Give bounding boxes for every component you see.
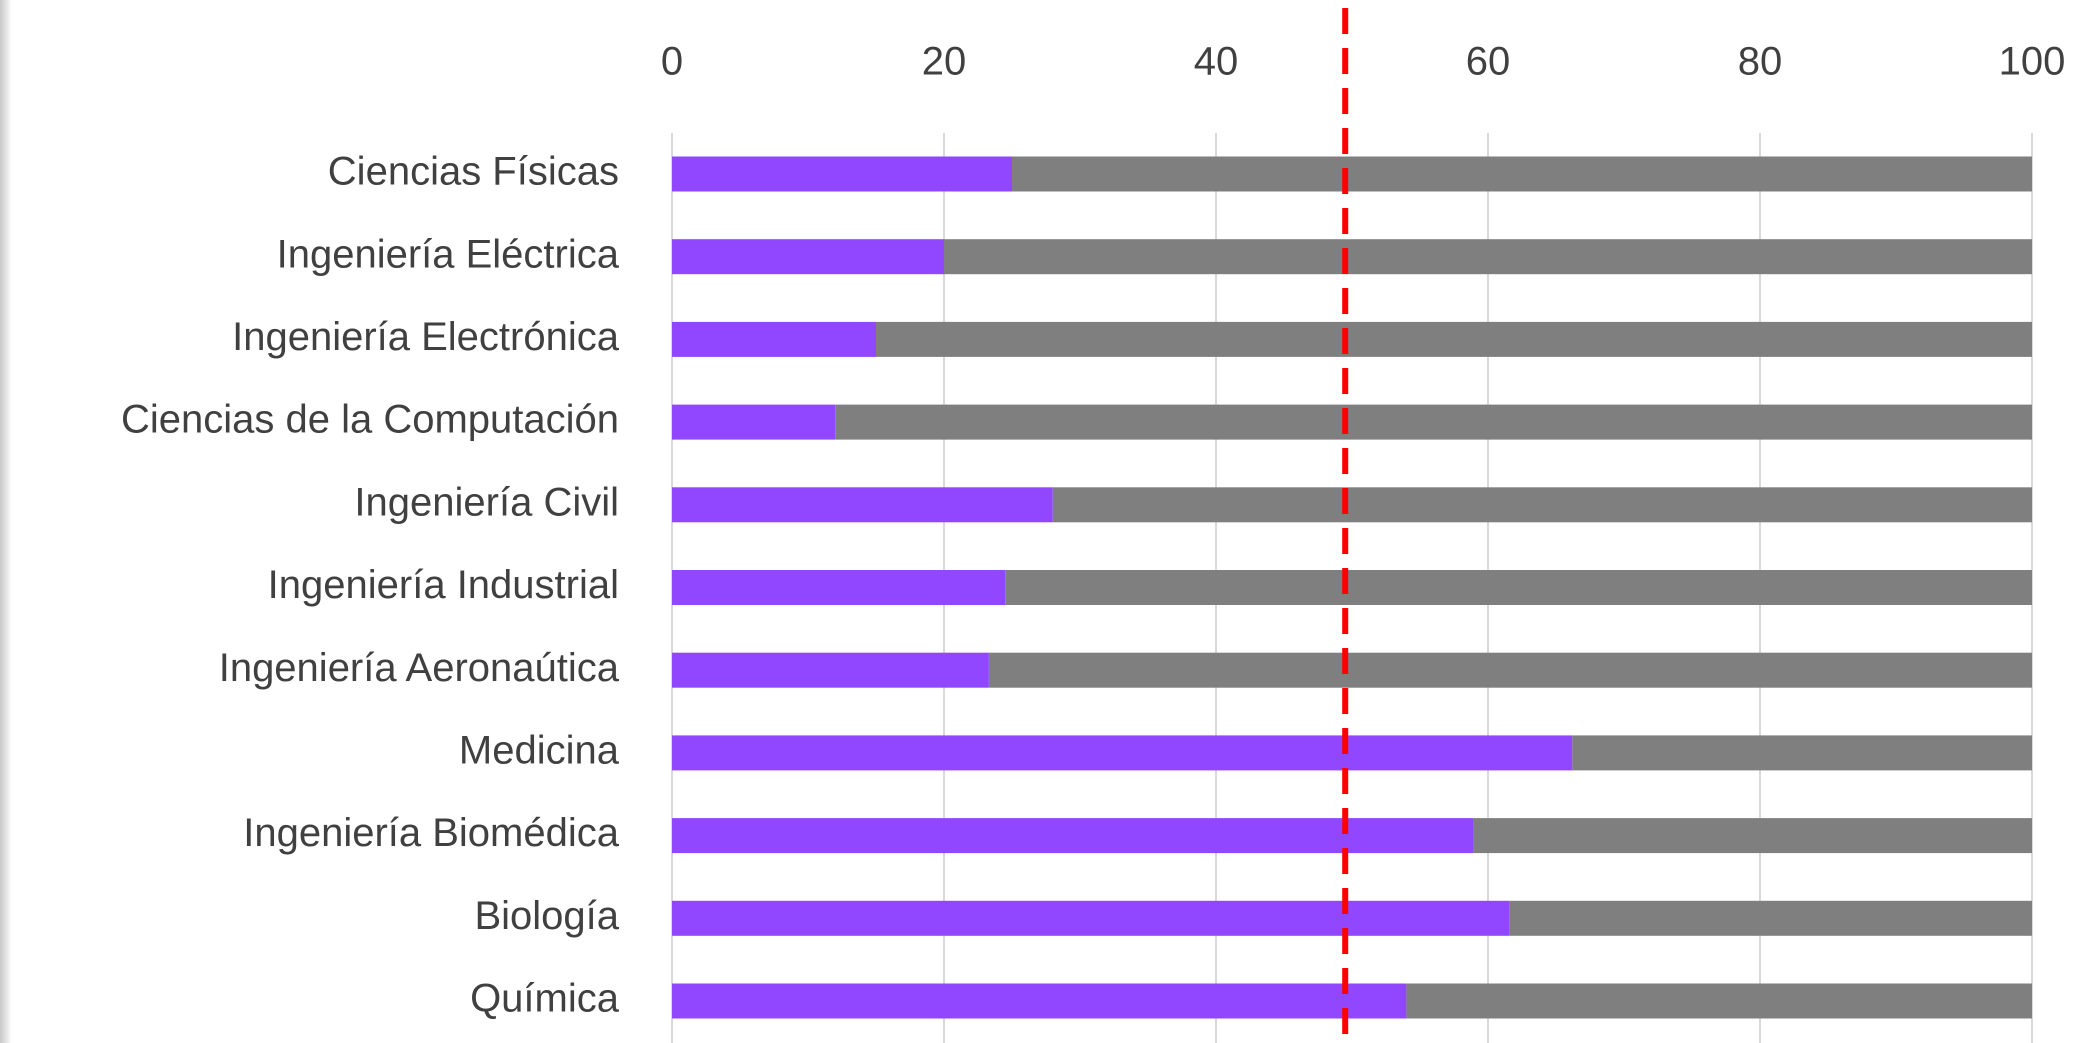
bar-segment: [672, 570, 1006, 605]
y-tick-label: Biología: [474, 894, 619, 938]
bar-segment: [1509, 900, 2032, 936]
window-edge: [0, 0, 12, 1043]
y-tick-label: Ingeniería Civil: [354, 480, 619, 524]
bar-segment: [835, 404, 2033, 440]
bar-segment: [672, 239, 944, 275]
y-tick-label: Química: [470, 977, 620, 1021]
y-tick-label: Ciencias de la Computación: [121, 398, 619, 442]
bar-segment: [944, 239, 2032, 275]
y-tick-label: Ingeniería Industrial: [268, 563, 619, 607]
bar-segment: [672, 652, 989, 688]
bar-segment: [1572, 735, 2032, 771]
bar-segment: [672, 983, 1407, 1019]
y-tick-label: Ingeniería Aeronaútica: [219, 646, 620, 690]
bar-segment: [1406, 983, 2032, 1019]
y-tick-label: Medicina: [459, 728, 620, 772]
y-tick-label: Ciencias Físicas: [328, 150, 619, 194]
x-tick-label: 100: [1999, 40, 2066, 84]
x-tick-label: 0: [661, 40, 683, 84]
bar-segment: [672, 735, 1573, 771]
bar-segment: [1473, 818, 2032, 854]
bar-segment: [876, 321, 2032, 357]
y-tick-label: Ingeniería Biomédica: [243, 811, 620, 855]
bar-segment: [1005, 570, 2033, 605]
bar-segment: [672, 404, 836, 440]
bar-segment: [672, 818, 1474, 854]
bar-segment: [672, 900, 1510, 936]
bar-segment: [672, 487, 1053, 523]
bar-segment: [1012, 156, 2032, 192]
x-tick-label: 60: [1466, 40, 1511, 84]
bar-segment: [672, 156, 1012, 192]
y-tick-label: Ingeniería Electrónica: [232, 315, 620, 359]
bar-segment: [988, 652, 2032, 688]
x-tick-label: 40: [1194, 40, 1239, 84]
x-tick-label: 80: [1738, 40, 1783, 84]
bar-segment: [672, 321, 876, 357]
bar-segment: [1052, 487, 2032, 523]
x-tick-label: 20: [922, 40, 967, 84]
y-tick-label: Ingeniería Eléctrica: [277, 232, 620, 276]
